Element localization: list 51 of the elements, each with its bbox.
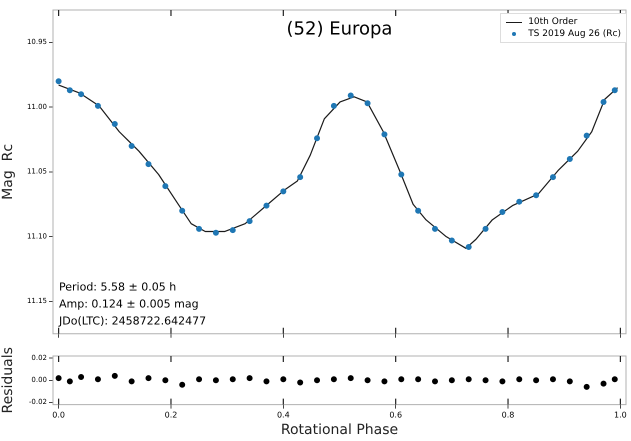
annotation: Period: 5.58 ± 0.05 h <box>59 280 176 294</box>
point <box>381 378 388 384</box>
point <box>162 377 168 384</box>
y-axis-title: Residuals <box>0 347 16 414</box>
x-tick-label: 0.6 <box>389 410 402 420</box>
x-tick-label: 1.0 <box>614 410 627 420</box>
point <box>146 375 152 382</box>
point <box>128 378 135 384</box>
x-tick-label: 0.4 <box>276 410 290 420</box>
point <box>550 376 556 382</box>
annotation: Amp: 0.124 ± 0.005 mag <box>59 298 199 311</box>
point <box>330 376 337 382</box>
point <box>94 376 101 382</box>
y-axis-title: Mag Rc <box>0 144 16 200</box>
annotation: JDo(LTC): 2458722.642477 <box>58 314 206 328</box>
point <box>78 374 84 380</box>
point <box>600 380 607 387</box>
point <box>212 377 219 384</box>
point <box>230 376 236 382</box>
point <box>550 174 556 180</box>
point <box>66 378 73 384</box>
point <box>584 384 590 390</box>
x-tick-label: 0.0 <box>52 410 65 420</box>
legend-label: TS 2019 Aug 26 (Rc) <box>528 28 621 40</box>
point <box>499 378 506 384</box>
legend-label: 10th Order <box>528 16 578 28</box>
x-tick-label: 0.2 <box>164 410 178 420</box>
x-axis-title: Rotational Phase <box>280 422 398 438</box>
text: (52) Europa <box>286 18 392 40</box>
point <box>398 376 404 382</box>
point <box>263 378 270 384</box>
point <box>516 376 522 382</box>
point <box>482 377 489 384</box>
point <box>56 375 62 382</box>
point <box>348 375 354 382</box>
point <box>466 376 472 382</box>
point <box>314 377 320 384</box>
point <box>612 376 618 382</box>
point <box>112 372 118 379</box>
point <box>196 376 202 382</box>
point <box>280 376 286 382</box>
point <box>533 377 540 384</box>
point <box>448 377 455 384</box>
x-tick-label: 0.8 <box>502 410 514 420</box>
point <box>566 378 573 384</box>
point <box>297 380 304 386</box>
point <box>179 382 186 388</box>
point <box>415 376 422 382</box>
point <box>246 375 253 382</box>
point <box>364 377 371 384</box>
point <box>432 378 438 384</box>
